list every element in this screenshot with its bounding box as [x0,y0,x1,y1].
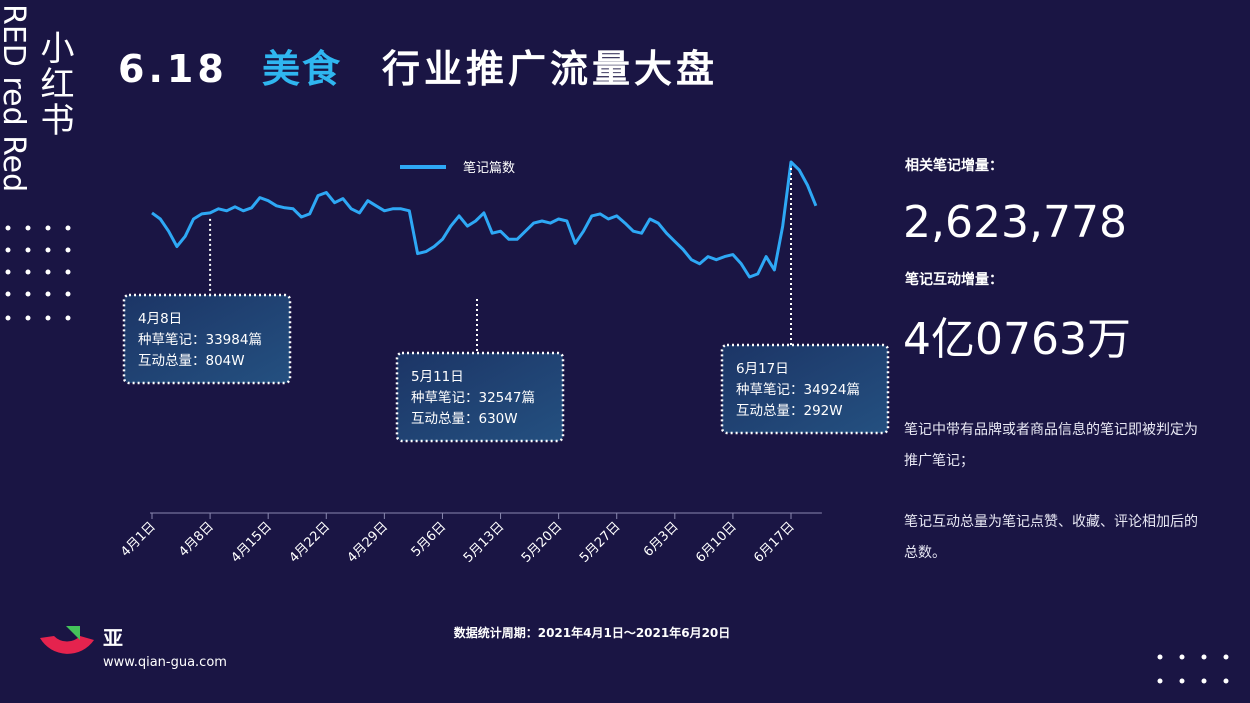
callout-date: 6月17日 [736,361,789,377]
logo-icon [40,636,94,654]
summary-label: 相关笔记增量： [905,157,1003,174]
x-tick-label: 5月6日 [409,519,450,560]
callout-date: 4月8日 [138,311,182,327]
callout-interaction: 互动总量：630W [411,411,518,427]
callout-notes: 种草笔记：34924篇 [736,382,860,398]
brand-tag: RED red Red [0,4,31,193]
callout-notes: 种草笔记：32547篇 [411,390,535,406]
remark: 笔记互动总量为笔记点赞、收藏、评论相加后的总数。 [904,514,1198,561]
summary-value: 2,623,778 [903,197,1127,248]
brand-name: 小红书 [34,30,74,138]
remark: 笔记中带有品牌或者商品信息的笔记即被判定为推广笔记； [904,422,1198,469]
summary-label: 笔记互动增量： [905,271,1003,288]
logo-mark: 亚 [103,626,123,650]
callout-box [720,343,890,435]
footnote: 数据统计周期：2021年4月1日～2021年6月20日 [454,625,731,640]
callout-box [395,351,565,443]
legend-label: 笔记篇数 [463,160,515,176]
x-tick-label: 6月17日 [751,519,798,566]
x-tick-label: 4月22日 [287,519,334,566]
x-tick-label: 5月27日 [577,519,624,566]
callout-interaction: 互动总量：804W [138,353,245,369]
callout-interaction: 互动总量：292W [736,403,843,419]
logo-url: www.qian-gua.com [103,655,227,670]
data-line [151,160,818,279]
summary-value: 4亿0763万 [903,314,1131,365]
callout-notes: 种草笔记：33984篇 [138,332,262,348]
x-tick-label: 6月10日 [693,519,740,566]
x-tick-label: 4月15日 [228,519,275,566]
title-highlight: 美食 [262,47,342,91]
logo-icon [66,626,80,640]
x-tick-label: 4月29日 [345,519,392,566]
title-prefix: 6.18 [118,47,228,91]
title-suffix: 行业推广流量大盘 [382,47,718,91]
x-tick-label: 6月3日 [641,519,682,560]
decor-dots [5,225,1229,684]
x-tick-label: 4月1日 [118,519,159,560]
x-tick-label: 4月8日 [176,519,217,560]
x-tick-label: 5月13日 [461,519,508,566]
callout-box [122,293,292,385]
callout-date: 5月11日 [411,369,464,385]
x-tick-label: 5月20日 [519,519,566,566]
